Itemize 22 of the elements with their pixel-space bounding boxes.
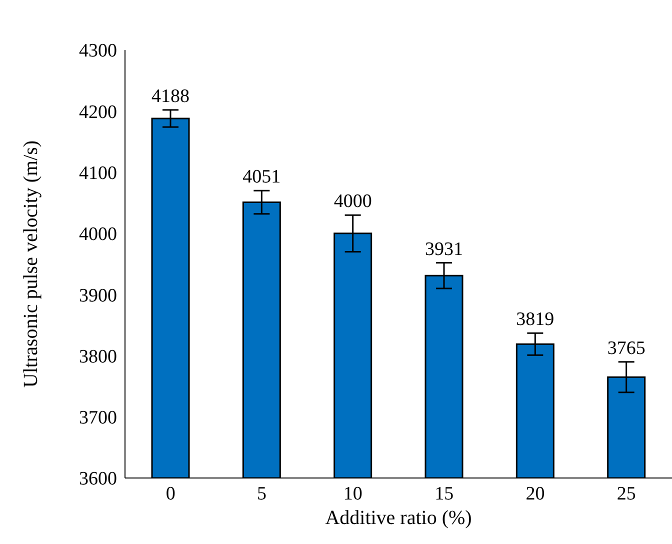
data-label: 3931 [425, 238, 463, 260]
x-axis-title: Additive ratio (%) [325, 507, 472, 529]
y-axis-title: Ultrasonic pulse velocity (m/s) [20, 140, 42, 388]
x-tick-label: 25 [616, 483, 636, 504]
y-tick-label: 4000 [79, 224, 117, 246]
data-label: 4051 [242, 166, 281, 188]
x-tick-label: 20 [526, 483, 545, 504]
y-tick-label: 4300 [79, 40, 117, 62]
x-tick-label: 15 [434, 483, 454, 504]
data-label: 4188 [152, 86, 190, 107]
data-label: 4000 [334, 191, 372, 212]
data-label: 3765 [607, 338, 646, 359]
data-label: 3819 [516, 309, 554, 330]
x-tick-label: 5 [257, 483, 266, 504]
x-tick-label: 10 [343, 483, 362, 504]
y-tick-label: 3900 [79, 285, 117, 306]
y-tick-label: 3700 [79, 408, 117, 429]
y-tick-label: 4200 [79, 102, 117, 123]
y-tick-label: 3800 [79, 346, 117, 368]
y-tick-label: 3600 [79, 468, 117, 490]
x-tick-label: 0 [166, 483, 176, 504]
y-tick-label: 4100 [79, 163, 117, 184]
